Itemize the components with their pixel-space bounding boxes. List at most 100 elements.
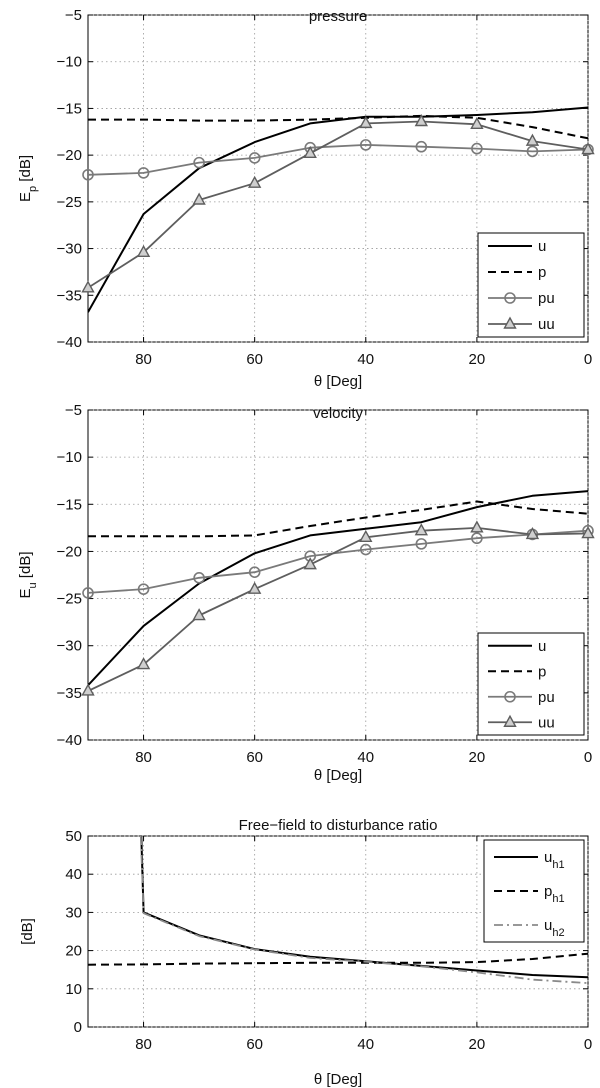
data-point-pu	[359, 543, 372, 556]
x-tick-label: 0	[584, 1036, 592, 1053]
x-tick-label: 20	[469, 351, 486, 368]
x-tick-label: 80	[135, 351, 152, 368]
y-axis-label-main: E	[17, 588, 34, 598]
legend-label-subscript: h2	[552, 927, 564, 939]
y-tick-label: −30	[57, 241, 82, 258]
data-point-uu	[359, 115, 373, 129]
x-tick-label: 0	[584, 749, 592, 766]
legend-label-main: uu	[538, 316, 555, 333]
x-tick-label: 40	[357, 351, 374, 368]
series-line-p	[88, 114, 588, 140]
y-axis-label-unit: [dB]	[17, 155, 34, 186]
x-tick-label: 0	[584, 351, 592, 368]
legend-label-p: p	[538, 663, 546, 680]
legend-label-main: p	[538, 264, 546, 281]
y-tick-label: 0	[74, 1019, 82, 1036]
data-point-uu	[581, 526, 595, 539]
series-line-p	[88, 500, 588, 538]
x-tick-label: 60	[246, 351, 263, 368]
x-tick-label: 80	[135, 749, 152, 766]
data-point-uu	[525, 527, 540, 540]
data-point-uu	[414, 114, 429, 127]
y-tick-label: −25	[57, 591, 82, 608]
legend-label-uu: uu	[538, 316, 555, 333]
legend-label-main: u	[538, 238, 546, 255]
data-point-uu	[81, 683, 95, 696]
y-tick-label: 10	[65, 981, 82, 998]
legend-label-u-h1: uh1	[544, 849, 565, 871]
y-tick-label: −5	[65, 402, 82, 419]
x-tick-label: 60	[246, 1036, 263, 1053]
x-tick-label: 40	[357, 1036, 374, 1053]
y-tick-label: −35	[57, 287, 82, 304]
series-line-u-h1	[140, 836, 588, 979]
y-tick-label: −20	[57, 147, 82, 164]
y-tick-label: 50	[65, 828, 82, 845]
chart-title: velocity	[313, 405, 364, 422]
data-point-uu	[470, 116, 484, 130]
x-tick-label: 40	[357, 749, 374, 766]
legend-label-main: u	[544, 917, 552, 934]
y-tick-label: 20	[65, 943, 82, 960]
y-tick-label: −20	[57, 543, 82, 560]
x-tick-label: 20	[469, 1036, 486, 1053]
y-tick-label: −15	[57, 496, 82, 513]
legend-label-main: u	[544, 849, 552, 866]
x-tick-label: 60	[246, 749, 263, 766]
data-point-pu	[359, 139, 372, 151]
y-axis-label-main: E	[17, 192, 34, 202]
legend-label-u: u	[538, 238, 546, 255]
data-point-uu	[525, 133, 540, 146]
data-point-uu	[414, 523, 429, 536]
data-point-uu	[470, 520, 484, 533]
legend-label-main: u	[538, 638, 546, 655]
data-point-uu	[136, 657, 151, 670]
data-point-uu	[247, 581, 262, 594]
chart-panel-1: 80 60 40 20 0 −5 −10 −15 −20 −25 −30 −35 −40 velocity…	[17, 402, 595, 784]
legend-label-main: uu	[538, 714, 555, 731]
legend-marker-pu	[504, 690, 516, 703]
legend-label-p: p	[538, 264, 546, 281]
x-axis-label: θ [Deg]	[314, 373, 362, 390]
data-point-uu	[247, 175, 262, 188]
chart-panel-0: 80 60 40 20 0 −5 −10 −15 −20 −25 −30 −35 −40 pressure…	[17, 7, 595, 390]
data-point-pu	[526, 145, 539, 158]
series-line-uu	[88, 120, 588, 289]
legend-marker-uu	[503, 316, 517, 329]
data-point-pu	[193, 156, 205, 169]
legend-label-p-h1: ph1	[544, 883, 565, 905]
series-line-u	[88, 490, 588, 686]
y-tick-label: −40	[57, 732, 82, 749]
data-point-pu	[82, 587, 94, 599]
series-line-u	[88, 106, 588, 313]
data-point-pu	[415, 538, 428, 550]
legend-label-main: pu	[538, 689, 555, 706]
y-tick-label: 30	[65, 904, 82, 921]
chart-title: Free−field to disturbance ratio	[239, 817, 438, 834]
data-point-uu	[303, 145, 317, 158]
legend: up pu uu	[477, 632, 585, 736]
chart-title: pressure	[309, 8, 367, 25]
y-tick-label: −15	[57, 100, 82, 117]
legend-label-pu: pu	[538, 290, 555, 307]
chart-panel-2: 80 60 40 20 0 50 40 30 20 10 0 Free−field to distur…	[19, 817, 592, 1088]
data-point-pu	[137, 167, 150, 179]
legend-box	[477, 232, 585, 338]
y-axis-label-main: [dB]	[19, 918, 36, 945]
y-tick-label: −35	[57, 685, 82, 702]
legend: up pu uu	[477, 232, 585, 338]
series-line-p-h1	[88, 952, 588, 966]
data-point-pu	[471, 142, 483, 155]
data-point-uu	[192, 608, 206, 621]
data-point-pu	[248, 152, 261, 164]
y-axis-label: Eu [dB]	[17, 552, 39, 599]
series-line-uu	[88, 527, 588, 692]
x-axis-label: θ [Deg]	[314, 767, 362, 784]
y-tick-label: −10	[57, 54, 82, 71]
legend-label-subscript: h1	[552, 859, 564, 871]
series-line-pu	[88, 529, 588, 594]
y-tick-label: −5	[65, 7, 82, 24]
data-point-uu	[359, 529, 373, 542]
y-tick-label: −30	[57, 638, 82, 655]
